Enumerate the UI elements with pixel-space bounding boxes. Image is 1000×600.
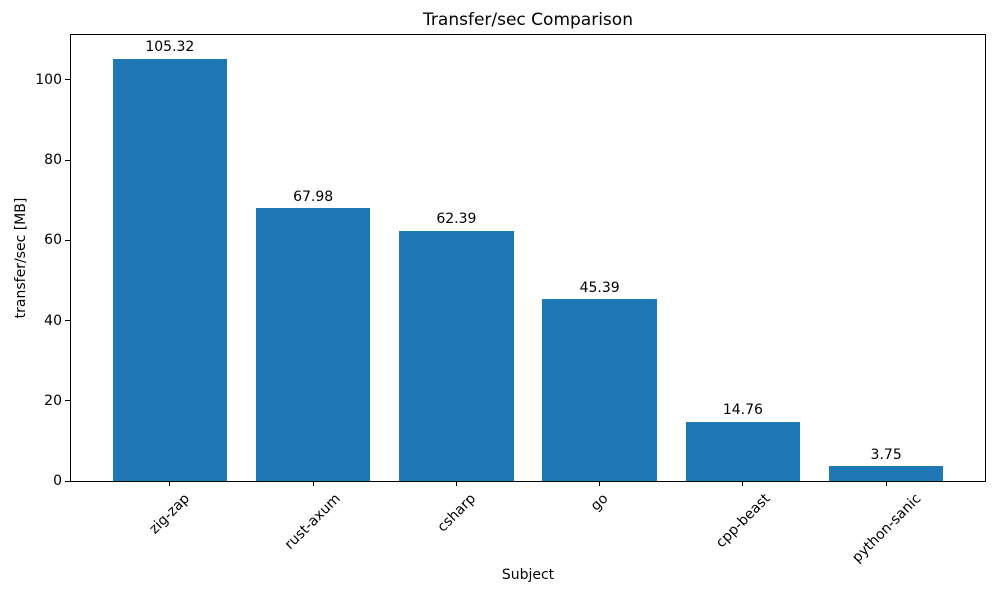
bar-value-label: 14.76 xyxy=(722,402,763,419)
bar xyxy=(112,58,228,481)
x-tick-label: zig-zap xyxy=(146,490,194,538)
x-tick-label: csharp xyxy=(434,490,479,536)
x-tick-label: cpp-beast xyxy=(712,490,774,552)
y-tick-label: 20 xyxy=(44,392,62,409)
y-tick-label: 0 xyxy=(53,473,62,489)
bar-value-label: 105.32 xyxy=(145,39,195,56)
bar xyxy=(828,465,944,481)
x-tick-label: python-sanic xyxy=(848,490,924,566)
x-tick-mark xyxy=(742,482,744,486)
y-tick-label: 40 xyxy=(44,312,62,329)
bar-value-label: 67.98 xyxy=(293,188,334,205)
x-tick-mark xyxy=(169,482,171,486)
y-tick-mark xyxy=(65,400,70,402)
bar xyxy=(399,230,514,481)
chart-title: Transfer/sec Comparison xyxy=(423,10,633,30)
y-tick-mark xyxy=(65,239,70,241)
y-tick-label: 60 xyxy=(44,232,62,249)
x-tick-label: rust-axum xyxy=(281,490,345,553)
bar xyxy=(685,421,801,481)
bar-value-label: 3.75 xyxy=(870,446,902,463)
x-axis-label: Subject xyxy=(501,567,555,583)
x-tick-mark xyxy=(885,482,887,486)
x-tick-mark xyxy=(312,482,314,486)
y-tick-mark xyxy=(65,480,70,482)
y-tick-label: 80 xyxy=(44,152,62,169)
y-tick-label: 100 xyxy=(35,71,62,88)
y-tick-mark xyxy=(65,79,70,81)
y-axis-label: transfer/sec [MB] xyxy=(13,197,29,319)
x-tick-mark xyxy=(599,482,601,486)
bar-value-label: 45.39 xyxy=(579,279,620,296)
x-tick-mark xyxy=(455,482,457,486)
bar xyxy=(255,208,371,481)
y-tick-mark xyxy=(65,320,70,322)
y-tick-mark xyxy=(65,159,70,161)
bar-value-label: 62.39 xyxy=(436,211,477,228)
plot-area: 105.32 67.98 62.39 45.39 14.76 3.75 xyxy=(70,34,986,482)
x-tick-label: go xyxy=(588,490,612,515)
bar xyxy=(542,298,657,481)
